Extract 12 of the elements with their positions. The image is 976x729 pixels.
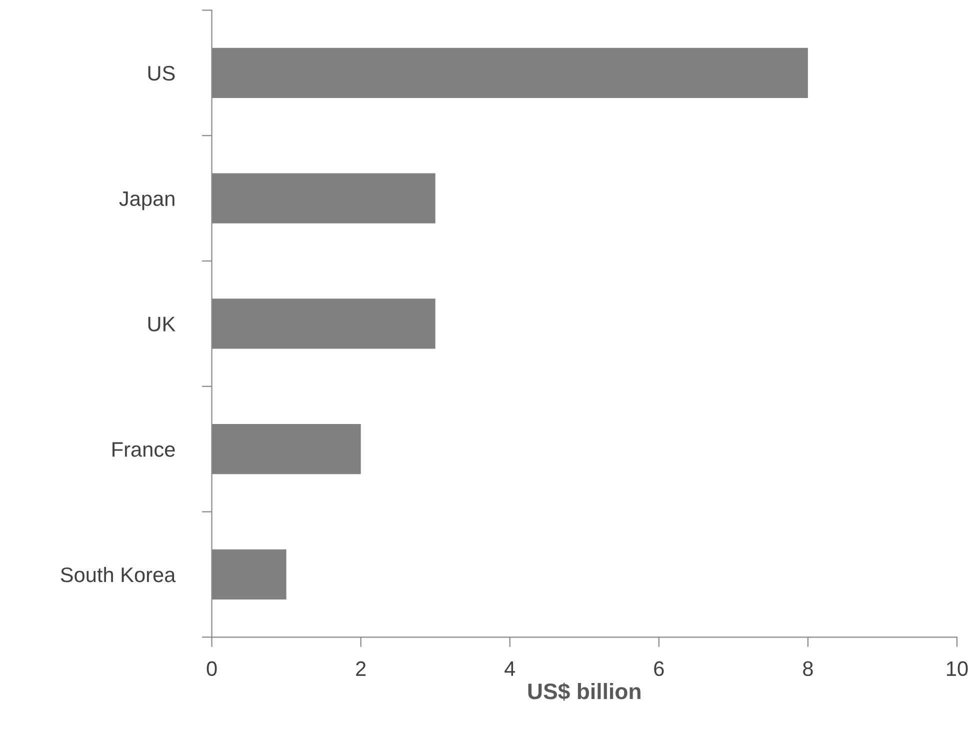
y-tick-label: UK (148, 316, 176, 332)
x-tick-label: 10 (946, 661, 968, 676)
y-tick-label: France (112, 442, 175, 457)
y-tick-label: Japan (119, 192, 174, 210)
x-tick-label: 4 (504, 662, 516, 676)
y-tick-label: South Korea (60, 566, 176, 582)
y-tick-label: US (148, 66, 175, 81)
x-tick-label: 0 (206, 661, 217, 676)
x-tick-label: 6 (654, 661, 664, 676)
x-tick-label: 2 (356, 661, 366, 676)
x-axis-title: US$ billion (528, 682, 640, 701)
x-tick-label: 8 (803, 661, 813, 676)
